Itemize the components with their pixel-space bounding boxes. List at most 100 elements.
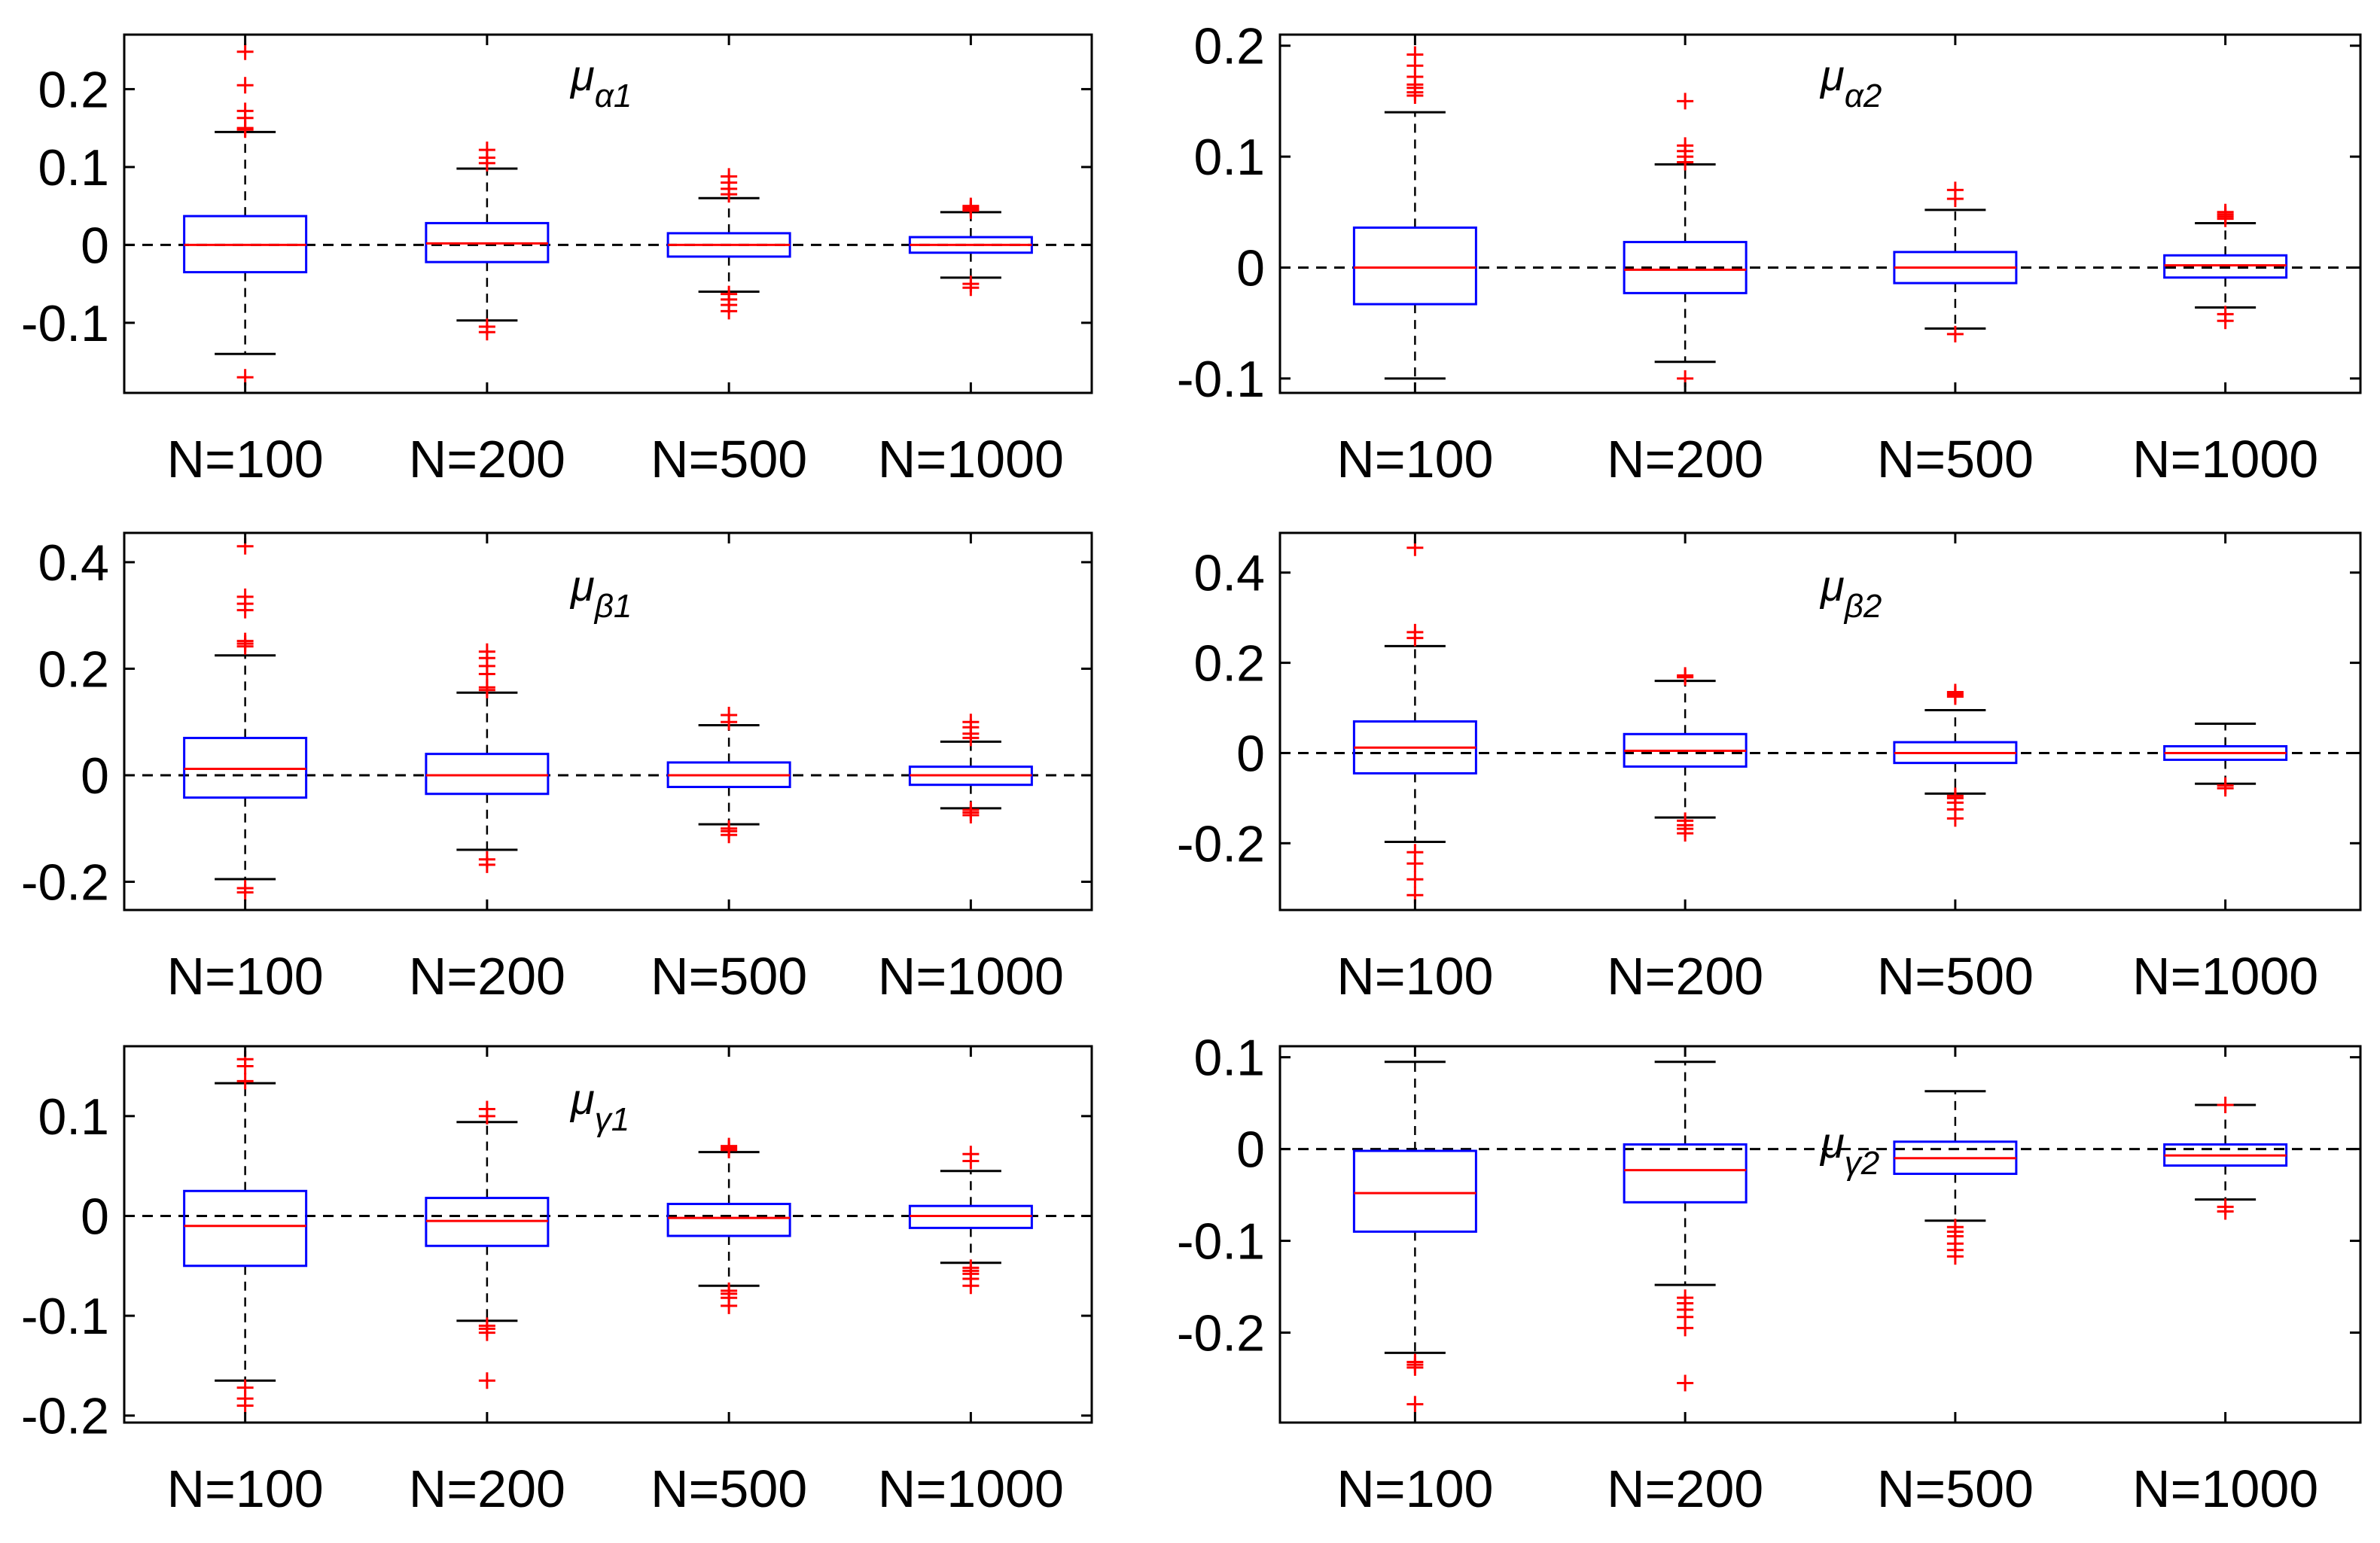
box-N=200 [425,1100,550,1389]
box-N=1000 [2163,1097,2288,1220]
x-tick-label: N=100 [1336,947,1493,1006]
outlier-marker [1677,667,1694,684]
outlier-marker [1946,181,1964,199]
y-tick-label: 0 [81,747,109,805]
outlier-marker [1677,137,1694,154]
x-tick-label: N=200 [1607,1459,1763,1518]
box-N=100 [1352,46,1477,380]
outlier-marker [478,1324,495,1341]
box-N=1000 [2163,203,2288,330]
x-tick-label: N=1000 [878,430,1064,488]
outlier-marker [721,1297,738,1314]
outlier-marker [962,1146,980,1163]
outlier-marker [478,643,495,660]
x-tick-label: N=1000 [2132,947,2318,1006]
box-N=500 [666,707,791,844]
panel-title-symbol: μ [1819,562,1845,610]
outlier-marker [478,1372,495,1389]
y-tick-label: 0.1 [38,139,109,196]
subplot-3: N=100 N=200 N=500 N=1000 -0.2 0 0.2 0.4 μβ1 [21,531,1093,1006]
x-tick-label: N=100 [1336,1459,1493,1518]
outlier-marker [962,1277,980,1295]
outlier-marker [478,324,495,341]
y-tick-label: -0.2 [21,854,109,911]
subplot-5: N=100 N=200 N=500 N=1000 -0.2 -0.1 0 0.1 μγ1 [21,1045,1093,1518]
outlier-marker [478,1100,495,1118]
outlier-marker [1406,871,1424,888]
outlier-marker [1677,825,1694,842]
x-tick-label: N=200 [409,430,565,488]
y-tick-label: 0 [81,217,109,274]
outlier-marker [1946,325,1964,342]
outlier-marker [1406,1359,1424,1376]
panel-title-subscript: γ1 [595,1101,629,1138]
outlier-marker [721,168,738,185]
y-tick-label: 0.2 [38,641,109,698]
panel-title-symbol: μ [1819,1118,1845,1167]
iqr-box [1623,1143,1748,1204]
x-tick-label: N=500 [1877,1459,2034,1518]
box-N=200 [1623,93,1748,387]
y-tick-label: -0.1 [1177,1213,1265,1271]
x-tick-label: N=500 [651,430,807,488]
subplot-2: N=100 N=200 N=500 N=1000 -0.1 0 0.1 0.2 μα2 [1177,18,2362,488]
x-tick-label: N=500 [1877,430,2034,488]
y-tick-label: 0.1 [1193,129,1265,186]
outlier-marker [236,588,254,605]
y-tick-label: 0.1 [1193,1030,1265,1087]
iqr-box [1352,226,1477,306]
box-N=1000 [908,714,1033,824]
x-tick-label: N=100 [1336,430,1493,488]
box-N=100 [1352,1061,1477,1413]
x-tick-label: N=100 [167,947,324,1006]
y-tick-label: 0.1 [38,1088,109,1146]
box-N=200 [425,142,550,341]
y-tick-label: 0.2 [1193,18,1265,75]
box-N=500 [1893,683,2018,827]
iqr-box [1623,241,1748,294]
subplot-1: N=100 N=200 N=500 N=1000 -0.1 0 0.1 0.2 μα1 [21,33,1093,488]
box-N=200 [425,643,550,873]
axes-frame [123,33,1093,394]
axes-frame [123,531,1093,911]
outlier-marker [236,632,254,650]
x-tick-label: N=500 [651,947,807,1006]
panel-title: μα2 [1819,51,1882,114]
iqr-box [425,753,550,796]
outlier-marker [2217,780,2234,797]
y-tick-label: 0.2 [38,61,109,118]
outlier-marker [478,856,495,873]
outlier-marker [721,1137,738,1155]
y-tick-label: -0.1 [21,295,109,352]
box-N=100 [183,1051,308,1414]
panel-title: μα1 [569,51,632,114]
outlier-marker [2217,1203,2234,1220]
axes-frame [1278,531,2362,911]
outlier-marker [962,197,980,215]
outlier-marker [721,707,738,724]
panel-title: μβ1 [569,562,632,625]
y-tick-label: -0.2 [1177,1304,1265,1362]
y-tick-label: 0 [1236,1121,1265,1179]
outlier-marker [962,714,980,731]
outlier-marker [1406,46,1424,63]
panel-title-subscript: α2 [1845,78,1882,114]
outlier-marker [962,807,980,824]
outlier-marker [236,77,254,94]
panel-title-symbol: μ [1819,51,1845,100]
x-tick-label: N=1000 [878,947,1064,1006]
outlier-marker [1946,810,1964,827]
box-N=100 [183,43,308,386]
x-tick-label: N=500 [651,1459,807,1518]
x-tick-label: N=100 [167,430,324,488]
y-tick-label: 0 [1236,725,1265,782]
x-tick-label: N=1000 [878,1459,1064,1518]
outlier-marker [1677,1319,1694,1337]
y-tick-label: -0.1 [1177,351,1265,408]
outlier-marker [721,826,738,844]
box-N=500 [666,168,791,320]
panel-title-subscript: β1 [593,588,632,625]
panel-title: μβ2 [1819,562,1882,625]
box-N=200 [1623,667,1748,842]
